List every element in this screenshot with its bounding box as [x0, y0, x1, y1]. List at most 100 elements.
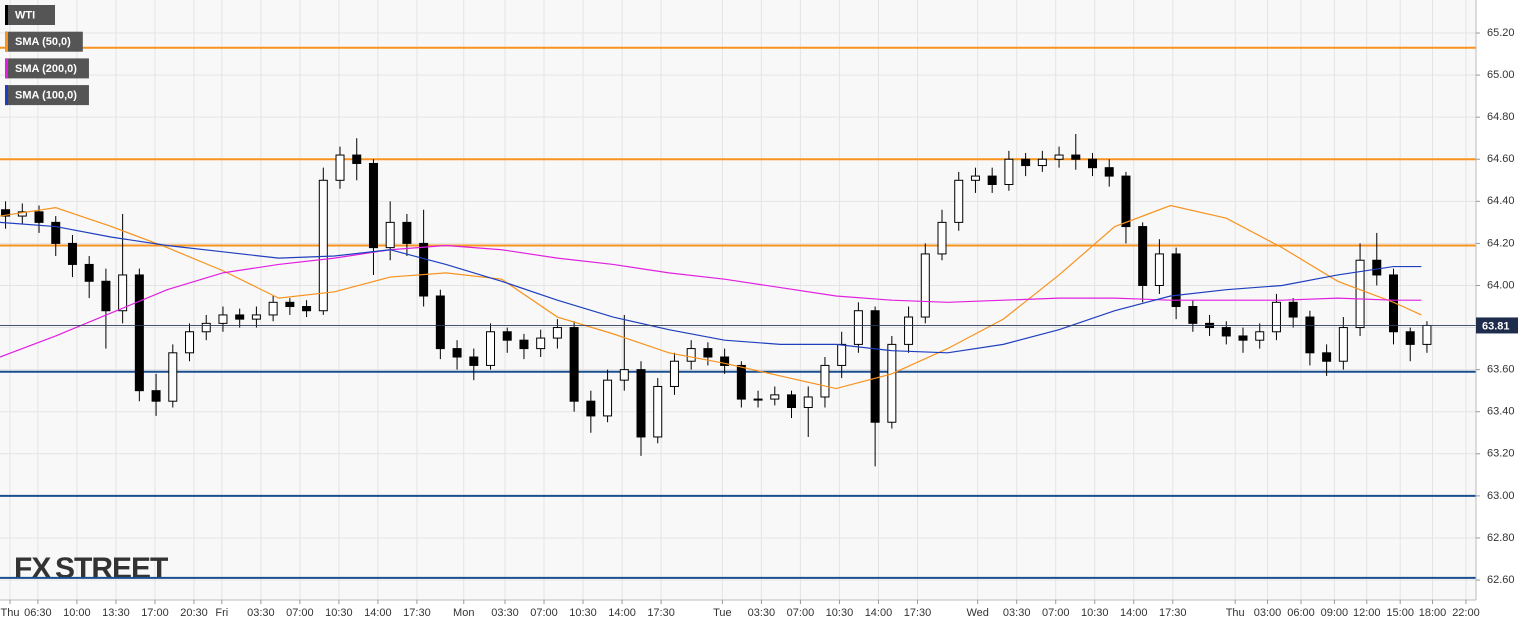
candle-body	[452, 348, 462, 358]
candle-body	[1, 209, 11, 217]
candle-body	[34, 211, 44, 223]
candle-body	[1121, 175, 1131, 228]
x-tick-label: 20:30	[180, 607, 208, 619]
x-tick-label: Wed	[966, 607, 988, 619]
candle-body	[837, 343, 847, 366]
x-tick-label: 13:30	[102, 607, 130, 619]
x-tick-label: Thu	[1226, 607, 1245, 619]
candle-body	[736, 364, 746, 400]
candle-body	[853, 310, 863, 345]
candle-body	[251, 314, 261, 320]
candle-body	[636, 369, 646, 438]
x-tick-label: 10:30	[826, 607, 854, 619]
watermark-street: STREET	[55, 552, 168, 585]
y-tick-label: 63.40	[1487, 406, 1515, 418]
candle-body	[318, 179, 328, 312]
candle-body	[569, 327, 579, 402]
candle-body	[1004, 158, 1014, 186]
legend-box	[5, 5, 55, 25]
x-tick-label: 12:00	[1353, 607, 1381, 619]
candle-body	[1221, 327, 1231, 337]
y-tick-label: 64.20	[1487, 237, 1515, 249]
candle-body	[1171, 253, 1181, 308]
candle-body	[1021, 158, 1031, 167]
candle-body	[67, 242, 77, 265]
candle-body	[151, 390, 161, 402]
candle-body	[185, 331, 195, 354]
x-tick-label: Tue	[713, 607, 732, 619]
candle-body	[586, 400, 596, 417]
candle-body	[118, 274, 128, 312]
candle-body	[84, 263, 94, 282]
x-tick-label: Fri	[215, 607, 228, 619]
candle-body	[1071, 154, 1081, 160]
candle-body	[1389, 274, 1399, 333]
candle-body	[1188, 306, 1198, 324]
last-price-label: 63.81	[1482, 320, 1510, 332]
last-price-box	[1476, 317, 1518, 334]
y-tick-label: 62.60	[1487, 574, 1515, 586]
candle-body	[1372, 259, 1382, 276]
legend-box	[5, 31, 83, 52]
candle-body	[720, 356, 730, 366]
candle-body	[787, 394, 797, 409]
x-tick-label: 10:00	[63, 607, 91, 619]
candle-body	[101, 280, 111, 312]
x-tick-label: 17:00	[141, 607, 169, 619]
candle-body	[536, 337, 546, 350]
candle-body	[920, 253, 930, 318]
legend-swatch	[5, 5, 8, 25]
candle-body	[435, 295, 445, 350]
x-tick-label: 03:00	[1254, 607, 1282, 619]
candle-body	[1104, 167, 1114, 177]
x-tick-label: 06:30	[24, 607, 52, 619]
candle-body	[904, 316, 914, 345]
legend-swatch	[5, 85, 8, 106]
y-tick-label: 64.60	[1487, 153, 1515, 165]
candle-body	[285, 301, 295, 308]
x-tick-label: 14:00	[1120, 607, 1148, 619]
candle-body	[335, 154, 345, 181]
x-tick-label: 07:00	[1042, 607, 1070, 619]
candle-body	[51, 221, 61, 244]
watermark-fx: FX	[14, 552, 51, 585]
sma-line	[0, 244, 1422, 358]
sma-line	[0, 204, 1422, 390]
candle-body	[870, 310, 880, 423]
y-tick-label: 63.20	[1487, 448, 1515, 460]
candle-body	[1405, 331, 1415, 345]
legend-swatch	[5, 58, 8, 79]
candle-body	[1355, 259, 1365, 329]
candle-body	[1322, 352, 1332, 362]
sma-line	[0, 221, 1422, 354]
candle-body	[703, 348, 713, 358]
x-tick-label: 07:00	[530, 607, 558, 619]
x-tick-label: 03:30	[491, 607, 519, 619]
y-tick-label: 64.40	[1487, 195, 1515, 207]
x-tick-label: Thu	[1, 607, 20, 619]
candle-body	[1088, 158, 1098, 169]
y-tick-label: 65.00	[1487, 69, 1515, 81]
legend-box	[5, 58, 89, 79]
legend-swatch	[5, 31, 8, 52]
candle-body	[970, 175, 980, 181]
x-tick-label: 10:30	[569, 607, 597, 619]
candle-body	[134, 274, 144, 392]
x-tick-label: 17:30	[904, 607, 932, 619]
x-tick-label: 07:00	[787, 607, 815, 619]
y-tick-label: 64.00	[1487, 279, 1515, 291]
candle-body	[201, 322, 211, 333]
candle-body	[1255, 331, 1265, 341]
candle-body	[803, 396, 813, 409]
candle-body	[603, 379, 613, 417]
candle-body	[1422, 324, 1432, 345]
candle-body	[368, 162, 378, 249]
legend-box	[5, 85, 89, 106]
x-tick-label: 17:30	[647, 607, 675, 619]
candle-body	[1037, 158, 1047, 167]
y-tick-label: 62.80	[1487, 532, 1515, 544]
candle-body	[1338, 327, 1348, 362]
candle-body	[987, 175, 997, 186]
candle-body	[1138, 226, 1148, 286]
x-tick-label: 17:30	[1159, 607, 1187, 619]
